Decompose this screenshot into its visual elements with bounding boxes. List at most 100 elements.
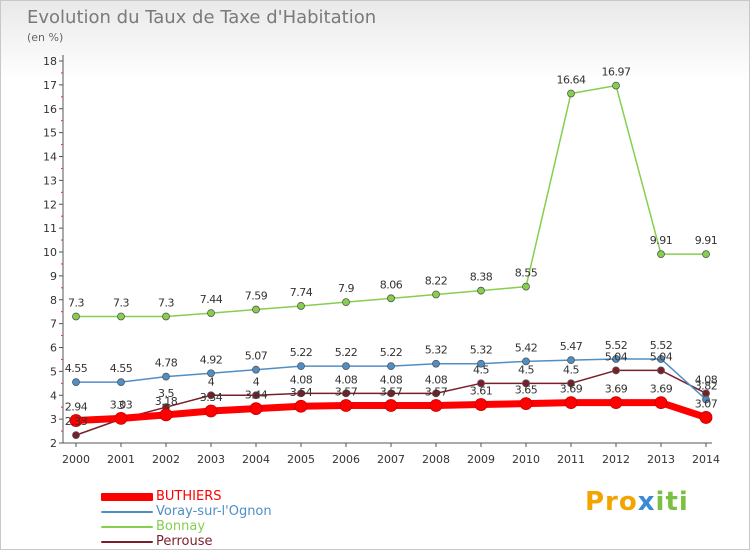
data-point-voray-sur-l-ognon bbox=[297, 362, 305, 371]
data-label-buthiers: 3.34 bbox=[200, 391, 223, 404]
data-point-bonnay bbox=[342, 298, 350, 307]
data-point-buthiers bbox=[474, 398, 488, 411]
data-label-voray-sur-l-ognon: 5.42 bbox=[515, 341, 538, 354]
data-point-perrouse bbox=[432, 389, 440, 398]
data-point-voray-sur-l-ognon bbox=[432, 359, 440, 368]
data-point-bonnay bbox=[702, 250, 710, 259]
x-tick-label: 2003 bbox=[197, 453, 225, 466]
y-tick-label: 7 bbox=[50, 318, 57, 331]
data-label-perrouse: 4.5 bbox=[518, 363, 534, 376]
data-point-buthiers bbox=[294, 399, 308, 413]
y-tick-label: 13 bbox=[43, 174, 57, 187]
data-point-voray-sur-l-ognon bbox=[657, 355, 665, 363]
data-point-bonnay bbox=[567, 89, 575, 98]
data-point-voray-sur-l-ognon bbox=[612, 355, 620, 363]
y-tick-label: 16 bbox=[43, 103, 57, 116]
data-label-bonnay: 8.06 bbox=[380, 278, 403, 291]
data-label-voray-sur-l-ognon: 4.92 bbox=[200, 353, 223, 366]
y-tick-label: 3 bbox=[50, 413, 57, 426]
data-point-voray-sur-l-ognon bbox=[252, 365, 260, 374]
data-point-bonnay bbox=[252, 305, 260, 314]
data-point-voray-sur-l-ognon bbox=[342, 362, 350, 371]
data-label-bonnay: 7.3 bbox=[113, 296, 129, 309]
data-label-buthiers: 3.57 bbox=[425, 386, 448, 399]
y-tick-label: 8 bbox=[50, 294, 57, 307]
data-label-buthiers: 3.44 bbox=[245, 389, 268, 402]
data-label-voray-sur-l-ognon: 5.22 bbox=[335, 346, 358, 359]
data-point-bonnay bbox=[162, 312, 170, 321]
data-point-perrouse bbox=[297, 389, 305, 398]
data-label-perrouse: 4 bbox=[208, 375, 215, 388]
data-point-bonnay bbox=[297, 302, 305, 310]
data-point-perrouse bbox=[522, 379, 530, 388]
data-label-bonnay: 8.22 bbox=[425, 274, 448, 287]
data-label-perrouse: 4.5 bbox=[473, 363, 489, 376]
y-tick-label: 6 bbox=[50, 342, 57, 355]
data-point-buthiers bbox=[69, 414, 83, 427]
x-tick-label: 2011 bbox=[557, 453, 585, 466]
data-point-buthiers bbox=[564, 396, 578, 410]
data-point-buthiers bbox=[654, 396, 668, 410]
data-point-bonnay bbox=[387, 294, 395, 303]
y-tick-label: 11 bbox=[43, 222, 57, 235]
x-tick-label: 2013 bbox=[647, 453, 675, 466]
data-label-perrouse: 3.5 bbox=[158, 387, 174, 400]
data-label-bonnay: 9.91 bbox=[695, 234, 718, 247]
data-label-buthiers: 3.18 bbox=[155, 395, 178, 408]
data-label-bonnay: 7.9 bbox=[338, 282, 354, 295]
x-tick-label: 2004 bbox=[242, 453, 270, 466]
data-point-buthiers bbox=[429, 399, 443, 412]
x-tick-label: 2012 bbox=[602, 453, 630, 466]
data-point-bonnay bbox=[657, 250, 665, 259]
data-label-buthiers: 3.69 bbox=[605, 383, 628, 396]
data-point-perrouse bbox=[477, 379, 485, 388]
data-label-perrouse: 4.08 bbox=[290, 373, 313, 386]
data-label-voray-sur-l-ognon: 5.52 bbox=[650, 339, 673, 352]
legend-swatch bbox=[101, 511, 153, 513]
data-label-perrouse: 4 bbox=[253, 375, 260, 388]
data-point-buthiers bbox=[159, 408, 173, 422]
data-label-buthiers: 3.69 bbox=[650, 383, 673, 396]
data-label-perrouse: 4.08 bbox=[425, 373, 448, 386]
data-label-bonnay: 7.44 bbox=[200, 293, 223, 306]
data-label-buthiers: 3.61 bbox=[470, 385, 493, 398]
data-point-voray-sur-l-ognon bbox=[522, 357, 530, 366]
x-tick-label: 2005 bbox=[287, 453, 315, 466]
data-point-buthiers bbox=[114, 412, 128, 425]
data-label-voray-sur-l-ognon: 5.07 bbox=[245, 350, 268, 363]
x-tick-label: 2001 bbox=[107, 453, 135, 466]
y-tick-label: 10 bbox=[43, 246, 57, 259]
data-label-bonnay: 8.55 bbox=[515, 267, 538, 280]
data-label-perrouse: 4.08 bbox=[695, 373, 718, 386]
data-point-voray-sur-l-ognon bbox=[567, 356, 575, 365]
data-point-buthiers bbox=[699, 411, 713, 424]
data-label-voray-sur-l-ognon: 4.55 bbox=[65, 362, 88, 375]
data-label-buthiers: 3.03 bbox=[110, 398, 133, 411]
x-tick-label: 2007 bbox=[377, 453, 405, 466]
proxiti-logo: Proxiti bbox=[585, 487, 689, 517]
data-point-bonnay bbox=[117, 312, 125, 321]
chart-title: Evolution du Taux de Taxe d'Habitation bbox=[27, 7, 377, 28]
data-label-voray-sur-l-ognon: 4.55 bbox=[110, 362, 133, 375]
data-point-voray-sur-l-ognon bbox=[207, 369, 215, 378]
data-label-buthiers: 3.57 bbox=[335, 386, 358, 399]
data-point-voray-sur-l-ognon bbox=[477, 359, 485, 368]
x-tick-label: 2009 bbox=[467, 453, 495, 466]
data-point-buthiers bbox=[339, 399, 353, 412]
x-tick-label: 2010 bbox=[512, 453, 540, 466]
data-point-perrouse bbox=[207, 391, 215, 400]
data-label-bonnay: 8.38 bbox=[470, 271, 493, 284]
data-point-bonnay bbox=[612, 81, 620, 90]
data-label-voray-sur-l-ognon: 5.32 bbox=[470, 344, 493, 357]
y-tick-label: 12 bbox=[43, 198, 57, 211]
legend-label: BUTHIERS bbox=[156, 489, 222, 504]
x-tick-label: 2000 bbox=[62, 453, 90, 466]
data-label-voray-sur-l-ognon: 5.52 bbox=[605, 339, 628, 352]
data-label-perrouse: 3 bbox=[118, 399, 125, 412]
data-point-bonnay bbox=[72, 312, 80, 321]
data-point-buthiers bbox=[249, 402, 263, 416]
data-label-buthiers: 3.07 bbox=[695, 397, 718, 410]
data-point-voray-sur-l-ognon bbox=[387, 362, 395, 371]
